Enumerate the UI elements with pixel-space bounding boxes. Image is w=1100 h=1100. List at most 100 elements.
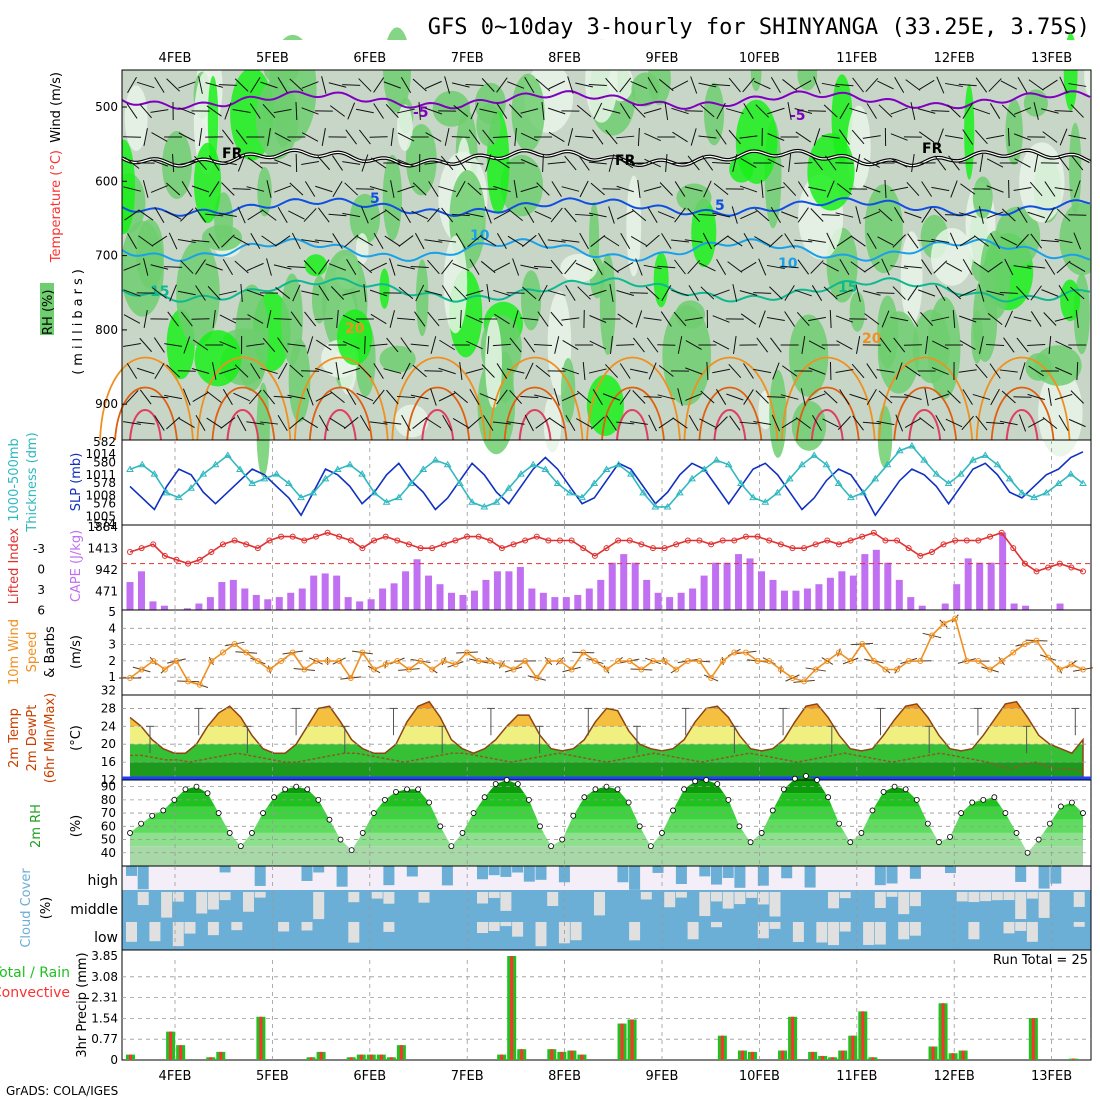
wind-barb — [538, 284, 548, 302]
wind-barb — [314, 317, 333, 321]
wind-barb — [317, 155, 331, 171]
wind-barb — [770, 76, 781, 94]
thickness-line-point — [443, 460, 452, 468]
wind-tick: 5 — [108, 605, 116, 619]
lifted-index-line-point — [603, 545, 610, 552]
wind-barb — [918, 79, 935, 91]
wind-barb — [534, 394, 552, 400]
precip-conv-bar — [931, 1046, 935, 1060]
wind-barb — [481, 78, 495, 92]
wind-barb — [178, 107, 196, 115]
wind-barb — [236, 414, 247, 432]
lifted-index-line-point — [580, 545, 587, 552]
wind-speed-line-point — [127, 675, 133, 681]
cloud-low-gap — [1003, 922, 1015, 934]
wind-speed-line-point — [464, 649, 471, 656]
wind-barb — [989, 363, 1001, 379]
wind-speed-line-point — [1010, 649, 1017, 656]
wind-barb — [658, 417, 675, 429]
precip-conv-bar — [399, 1045, 403, 1060]
wind-barb — [249, 103, 261, 119]
wind-speed-line-point — [626, 658, 633, 664]
rh-tick: 80 — [101, 793, 116, 807]
cape-bar — [160, 605, 168, 610]
thickness-line-point — [468, 498, 476, 505]
wind-barb — [328, 263, 347, 271]
wind-barb — [151, 132, 168, 142]
rh-band — [130, 832, 1083, 847]
wind-speed-line-point — [824, 658, 831, 664]
cloud-mid-gap — [968, 892, 980, 903]
wind-barb — [986, 158, 1004, 168]
wind-barb — [797, 207, 809, 223]
wind-barb — [1076, 361, 1079, 381]
wind-barb — [936, 128, 944, 146]
wind-barb — [664, 102, 669, 120]
cape-bar — [620, 554, 628, 610]
wind-speed-line-point — [708, 675, 715, 681]
wind-barb — [533, 343, 553, 347]
cloud-mid-gap — [757, 892, 769, 905]
rh-point — [692, 778, 699, 785]
wind-barb — [671, 107, 689, 115]
wind-barb — [1028, 418, 1045, 428]
wind-barb — [852, 415, 864, 431]
rh-point — [337, 836, 344, 843]
cape-bar — [229, 579, 237, 610]
thickness-line-point — [871, 474, 880, 482]
wind-barb — [332, 233, 343, 249]
wind-barb — [274, 185, 292, 193]
wind-barb — [1054, 316, 1073, 322]
cloud-mid-gap — [348, 892, 360, 903]
contour-10 — [121, 237, 1091, 262]
wind-barb — [468, 129, 481, 145]
rh-point — [936, 839, 942, 846]
rh-point — [947, 833, 953, 840]
wind-barb — [986, 344, 1005, 346]
wind-speed-line-point — [138, 666, 145, 673]
thickness-line-point — [639, 488, 648, 496]
wind-barb — [617, 262, 634, 272]
wind-barb — [548, 80, 566, 90]
wind-barb — [1003, 337, 1015, 353]
precip-conv-bar — [831, 1057, 835, 1060]
wind-barb — [1068, 214, 1087, 216]
cloud-mid-gap — [711, 892, 722, 902]
rh-patch — [912, 309, 951, 384]
thickness-line-point — [932, 470, 941, 477]
wind-barb — [884, 179, 887, 199]
wind-barb — [821, 82, 840, 88]
wind-barb — [605, 129, 618, 145]
cape-bar — [459, 594, 467, 610]
wind-tick: 4 — [108, 621, 116, 635]
wind-barb — [771, 414, 780, 432]
wind-barb — [564, 259, 577, 275]
wind-barb — [430, 388, 437, 406]
bottom-date-label: 12FEB — [934, 1069, 975, 1084]
wind-barb — [917, 108, 936, 114]
wind-barb — [513, 180, 518, 198]
temp-band — [130, 762, 1083, 780]
lifted-index-line-point — [998, 529, 1005, 536]
wind-barb — [221, 182, 235, 196]
wind-barb — [441, 207, 454, 223]
lifted-index-line-point — [440, 541, 447, 548]
wind-barb — [635, 310, 643, 328]
li-tick: -3 — [33, 542, 45, 556]
wind-barb — [575, 262, 593, 272]
temp-tick: 28 — [101, 701, 116, 715]
precip-conv-bar — [750, 1051, 754, 1060]
wind-barb — [455, 233, 466, 249]
wind-barb — [672, 131, 688, 143]
wind-speed-line-point — [963, 658, 970, 664]
lifted-index-line-point — [835, 541, 842, 548]
wind-barb — [659, 78, 674, 92]
wind-barb — [839, 102, 850, 120]
wind-barb — [465, 368, 484, 374]
thickness-line-point — [236, 465, 244, 472]
rh-point — [1046, 820, 1053, 827]
wind-speed-line-point — [557, 658, 564, 664]
cape-bar — [447, 592, 455, 610]
wind-speed-line-point — [789, 675, 796, 681]
wind-barb — [234, 78, 249, 92]
